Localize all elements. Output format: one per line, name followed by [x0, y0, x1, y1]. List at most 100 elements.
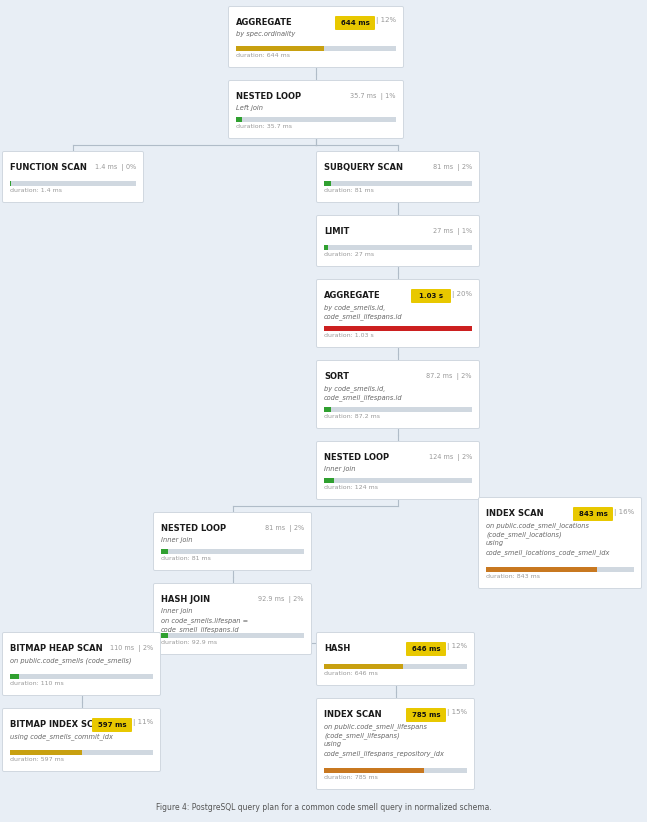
FancyBboxPatch shape: [153, 584, 311, 654]
Text: duration: 92.9 ms: duration: 92.9 ms: [161, 640, 217, 645]
Text: on public.code_smell_locations: on public.code_smell_locations: [486, 522, 589, 529]
Bar: [324, 407, 472, 412]
FancyBboxPatch shape: [3, 632, 160, 695]
Text: 644 ms: 644 ms: [340, 20, 369, 26]
Text: using code_smells_commit_idx: using code_smells_commit_idx: [10, 733, 113, 740]
FancyBboxPatch shape: [316, 151, 479, 202]
Text: AGGREGATE: AGGREGATE: [236, 18, 292, 27]
Text: 81 ms  | 2%: 81 ms | 2%: [265, 525, 304, 532]
Bar: [324, 768, 467, 773]
FancyBboxPatch shape: [228, 81, 404, 138]
Bar: [324, 478, 472, 483]
Bar: [324, 478, 334, 483]
FancyBboxPatch shape: [316, 699, 474, 789]
FancyBboxPatch shape: [479, 497, 641, 589]
FancyBboxPatch shape: [228, 7, 404, 67]
FancyBboxPatch shape: [316, 279, 479, 348]
Bar: [486, 567, 634, 572]
Text: SORT: SORT: [324, 372, 349, 381]
Text: AGGREGATE: AGGREGATE: [324, 291, 380, 300]
Text: duration: 1.4 ms: duration: 1.4 ms: [10, 188, 62, 193]
Text: 27 ms  | 1%: 27 ms | 1%: [433, 228, 472, 235]
Text: on public.code_smell_lifespans: on public.code_smell_lifespans: [324, 723, 427, 730]
Text: 843 ms: 843 ms: [578, 511, 608, 517]
Bar: [161, 633, 168, 638]
Text: on code_smells.lifespan =: on code_smells.lifespan =: [161, 617, 248, 624]
Text: duration: 81 ms: duration: 81 ms: [324, 188, 374, 193]
Text: duration: 110 ms: duration: 110 ms: [10, 681, 64, 686]
Text: BITMAP INDEX SCAN: BITMAP INDEX SCAN: [10, 720, 107, 729]
Text: code_smell_lifespans.id: code_smell_lifespans.id: [161, 626, 239, 633]
Text: 87.2 ms  | 2%: 87.2 ms | 2%: [426, 373, 472, 380]
Text: duration: 646 ms: duration: 646 ms: [324, 671, 378, 676]
Text: INDEX SCAN: INDEX SCAN: [486, 509, 543, 518]
Text: duration: 27 ms: duration: 27 ms: [324, 252, 374, 257]
Text: 597 ms: 597 ms: [98, 722, 126, 728]
Text: 1.03 s: 1.03 s: [419, 293, 443, 299]
Text: (code_smell_lifespans): (code_smell_lifespans): [324, 732, 400, 739]
Text: NESTED LOOP: NESTED LOOP: [236, 92, 301, 101]
FancyBboxPatch shape: [316, 215, 479, 266]
Text: duration: 87.2 ms: duration: 87.2 ms: [324, 414, 380, 419]
FancyBboxPatch shape: [316, 441, 479, 500]
Bar: [10, 750, 82, 755]
Bar: [10, 674, 153, 679]
Bar: [324, 181, 331, 186]
FancyBboxPatch shape: [316, 632, 474, 686]
Bar: [324, 664, 467, 669]
Text: 81 ms  | 2%: 81 ms | 2%: [433, 164, 472, 171]
Text: | 15%: | 15%: [447, 709, 467, 717]
Bar: [324, 326, 472, 331]
Text: 35.7 ms  | 1%: 35.7 ms | 1%: [351, 93, 396, 100]
Text: duration: 644 ms: duration: 644 ms: [236, 53, 290, 58]
Text: Figure 4: PostgreSQL query plan for a common code smell query in normalized sche: Figure 4: PostgreSQL query plan for a co…: [156, 803, 491, 812]
Bar: [10, 181, 11, 186]
Text: code_smell_locations_code_smell_idx: code_smell_locations_code_smell_idx: [486, 549, 610, 556]
Bar: [10, 674, 19, 679]
Text: HASH: HASH: [324, 644, 350, 653]
FancyBboxPatch shape: [316, 361, 479, 428]
Text: BITMAP HEAP SCAN: BITMAP HEAP SCAN: [10, 644, 103, 653]
FancyBboxPatch shape: [3, 709, 160, 772]
Text: by code_smells.id,: by code_smells.id,: [324, 385, 386, 392]
Bar: [324, 245, 329, 250]
Text: code_smell_lifespans.id: code_smell_lifespans.id: [324, 394, 402, 401]
Text: duration: 843 ms: duration: 843 ms: [486, 574, 540, 579]
Bar: [10, 750, 153, 755]
Text: (code_smell_locations): (code_smell_locations): [486, 531, 562, 538]
Text: 646 ms: 646 ms: [411, 646, 441, 652]
Text: duration: 597 ms: duration: 597 ms: [10, 757, 64, 762]
FancyBboxPatch shape: [335, 16, 375, 30]
Text: Inner join: Inner join: [161, 537, 193, 543]
Text: duration: 81 ms: duration: 81 ms: [161, 556, 211, 561]
Bar: [161, 549, 168, 554]
Text: 92.9 ms  | 2%: 92.9 ms | 2%: [259, 596, 304, 603]
Bar: [324, 768, 424, 773]
Text: NESTED LOOP: NESTED LOOP: [161, 524, 226, 533]
Bar: [236, 117, 243, 122]
Text: NESTED LOOP: NESTED LOOP: [324, 453, 389, 462]
Bar: [10, 181, 136, 186]
FancyBboxPatch shape: [406, 708, 446, 722]
FancyBboxPatch shape: [3, 151, 144, 202]
Text: SUBQUERY SCAN: SUBQUERY SCAN: [324, 163, 403, 172]
FancyBboxPatch shape: [92, 718, 132, 732]
Text: | 12%: | 12%: [376, 17, 396, 25]
Bar: [161, 549, 304, 554]
Text: 1.4 ms  | 0%: 1.4 ms | 0%: [94, 164, 136, 171]
Text: 124 ms  | 2%: 124 ms | 2%: [428, 454, 472, 461]
Bar: [161, 633, 304, 638]
Text: LIMIT: LIMIT: [324, 227, 349, 236]
Bar: [324, 664, 402, 669]
Text: FUNCTION SCAN: FUNCTION SCAN: [10, 163, 87, 172]
Text: by spec.ordinality: by spec.ordinality: [236, 31, 295, 37]
Text: INDEX SCAN: INDEX SCAN: [324, 710, 382, 719]
Text: duration: 35.7 ms: duration: 35.7 ms: [236, 124, 292, 129]
Text: Inner join: Inner join: [161, 608, 193, 614]
Text: using: using: [324, 741, 342, 747]
Text: 110 ms  | 2%: 110 ms | 2%: [110, 645, 153, 652]
Bar: [324, 326, 472, 331]
Text: 785 ms: 785 ms: [411, 712, 441, 718]
Bar: [236, 117, 396, 122]
FancyBboxPatch shape: [573, 507, 613, 521]
